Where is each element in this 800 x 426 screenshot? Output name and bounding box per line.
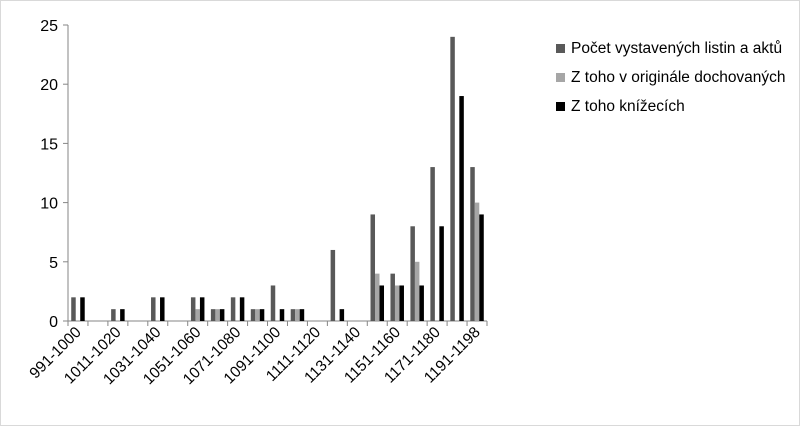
legend-item-series-3: Z toho knížecích bbox=[556, 96, 796, 117]
legend-swatch bbox=[556, 102, 565, 111]
bar-1-1171-1180 bbox=[430, 167, 435, 321]
bar-2-1191-1198 bbox=[475, 203, 480, 321]
bar-3-1061-1070 bbox=[220, 309, 225, 321]
legend-item-series-2: Z toho v originále dochovaných bbox=[556, 67, 796, 88]
legend-label: Z toho knížecích bbox=[571, 96, 685, 117]
bar-1-1091-1100 bbox=[271, 285, 276, 321]
bar-1-1121-1130 bbox=[331, 250, 336, 321]
bar-1-1051-1060 bbox=[191, 297, 196, 321]
bar-2-1051-1060 bbox=[195, 309, 200, 321]
bar-2-1141-1150 bbox=[375, 274, 380, 321]
legend-swatch bbox=[556, 44, 565, 53]
bar-1-1061-1070 bbox=[211, 309, 216, 321]
bar-1-1031-1040 bbox=[151, 297, 156, 321]
bar-2-1151-1160 bbox=[395, 285, 400, 321]
bar-1-1101-1110 bbox=[291, 309, 296, 321]
y-tick-label: 25 bbox=[40, 18, 58, 35]
bar-2-1081-1090 bbox=[255, 309, 259, 321]
bar-1-1071-1080 bbox=[231, 297, 236, 321]
legend-swatch bbox=[556, 73, 565, 82]
bar-3-1181-1190 bbox=[459, 96, 464, 321]
bar-3-1151-1160 bbox=[399, 285, 404, 321]
bar-3-1011-1020 bbox=[120, 309, 125, 321]
bar-3-1141-1150 bbox=[380, 285, 385, 321]
legend: Počet vystavených listin a aktů Z toho v… bbox=[556, 38, 796, 125]
legend-label: Počet vystavených listin a aktů bbox=[571, 38, 782, 59]
bar-3-1191-1198 bbox=[479, 214, 484, 321]
bar-1-1151-1160 bbox=[390, 274, 395, 321]
bar-3-1091-1100 bbox=[280, 309, 285, 321]
bar-3-1081-1090 bbox=[260, 309, 265, 321]
bar-2-1061-1070 bbox=[215, 309, 220, 321]
legend-item-series-1: Počet vystavených listin a aktů bbox=[556, 38, 796, 59]
y-tick-label: 15 bbox=[40, 136, 58, 153]
y-tick-label: 5 bbox=[49, 255, 58, 272]
bar-3-1171-1180 bbox=[439, 226, 444, 321]
bar-1-1191-1198 bbox=[470, 167, 475, 321]
bar-1-1011-1020 bbox=[111, 309, 116, 321]
y-tick-label: 0 bbox=[49, 314, 58, 331]
bar-2-1161-1170 bbox=[415, 262, 420, 321]
bar-3-1051-1060 bbox=[200, 297, 205, 321]
bar-3-1101-1110 bbox=[300, 309, 305, 321]
bar-1-1181-1190 bbox=[450, 37, 455, 321]
bar-1-1141-1150 bbox=[371, 214, 376, 321]
bar-3-1161-1170 bbox=[419, 285, 424, 321]
bar-1-1161-1170 bbox=[410, 226, 415, 321]
bar-3-1121-1130 bbox=[340, 309, 345, 321]
y-tick-label: 20 bbox=[40, 77, 58, 94]
y-tick-label: 10 bbox=[40, 196, 58, 213]
bar-2-1101-1110 bbox=[295, 309, 300, 321]
bar-3-1071-1080 bbox=[240, 297, 245, 321]
bar-3-1031-1040 bbox=[160, 297, 165, 321]
bar-1-1081-1090 bbox=[251, 309, 256, 321]
bar-3-991-1000 bbox=[80, 297, 85, 321]
legend-label: Z toho v originále dochovaných bbox=[571, 67, 786, 88]
bar-1-991-1000 bbox=[71, 297, 76, 321]
